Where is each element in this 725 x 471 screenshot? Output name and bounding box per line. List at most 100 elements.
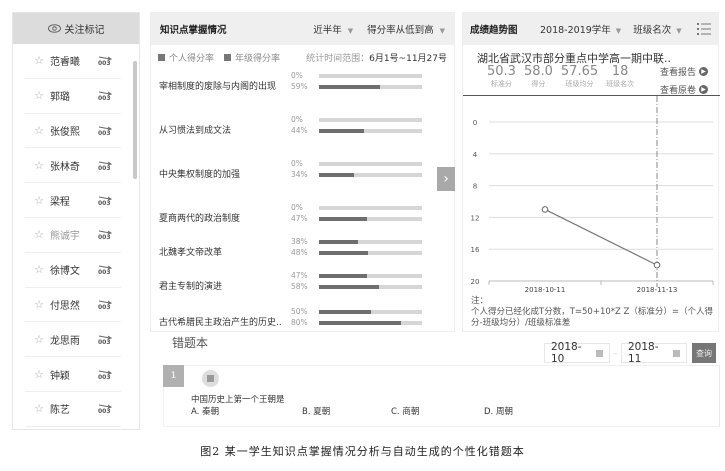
knowledge-row[interactable]: 从习惯法到成文法 0% 44% [159, 115, 439, 145]
rank-trend-icon[interactable]: 003 [98, 161, 112, 170]
student-item[interactable]: ☆ 张林奇 003 [25, 148, 121, 184]
knowledge-label: 古代希腊民主政治产生的历史.. [159, 318, 282, 328]
knowledge-row[interactable]: 宰相制度的废除与内阁的出现 0% 59% [159, 71, 439, 101]
rank-trend-icon[interactable]: 003 [98, 230, 112, 239]
date-separator: – [613, 349, 618, 359]
option-b: B. 夏朝 [302, 407, 331, 417]
knowledge-label: 君主专制的演进 [159, 282, 223, 292]
svg-text:003: 003 [98, 200, 111, 205]
year-dropdown[interactable]: 2018-2019学年 ▼ [540, 22, 621, 36]
view-report-link[interactable]: 查看报告 ▶ [660, 65, 708, 78]
student-name: 范睿曦 [49, 57, 80, 69]
range-label: 统计时间范围： [306, 54, 370, 64]
student-item[interactable]: ☆ 张俊熙 003 [25, 114, 121, 149]
list-menu-icon[interactable] [697, 23, 711, 35]
knowledge-row[interactable]: 中央集权制度的加强 0% 34% [159, 159, 439, 189]
student-item[interactable]: ☆ 龙思雨 003 [25, 322, 121, 358]
star-icon[interactable]: ☆ [34, 297, 44, 311]
star-icon[interactable]: ☆ [34, 54, 44, 68]
star-icon[interactable]: ☆ [34, 123, 44, 137]
star-icon[interactable]: ☆ [34, 228, 44, 242]
personal-rate: 47% [291, 271, 308, 280]
knowledge-label: 宰相制度的废除与内阁的出现 [159, 82, 277, 92]
student-item[interactable]: ☆ 熊诚宇 003 [25, 218, 121, 253]
y-tick-label: 16 [471, 246, 480, 254]
rank-trend-icon[interactable]: 003 [98, 56, 112, 65]
student-item[interactable]: ☆ 梁程 003 [25, 183, 121, 218]
student-item[interactable]: ☆ 钟颖 003 [25, 357, 121, 392]
rank-trend-icon[interactable]: 003 [98, 265, 112, 274]
personal-rate: 0% [291, 115, 303, 124]
knowledge-row[interactable]: 君主专制的演进 47% 58% [159, 271, 439, 301]
rank-trend-icon[interactable]: 003 [98, 370, 112, 379]
date-to-picker[interactable]: 2018-11 [621, 341, 687, 365]
sidebar-scrollbar[interactable] [133, 61, 137, 179]
stat-value: 18 [611, 64, 629, 79]
knowledge-panel-header: 知识点掌握情况 近半年 ▼ 得分率从低到高 ▼ [151, 13, 454, 45]
student-item[interactable]: ☆ 范睿曦 003 [25, 44, 121, 79]
caret-down-icon: ▼ [347, 27, 354, 35]
knowledge-panel-title: 知识点掌握情况 [160, 25, 227, 36]
y-tick-label: 12 [471, 214, 480, 222]
x-tick-label: 2018-10-11 [525, 286, 566, 294]
personal-rate: 50% [291, 307, 308, 316]
star-icon[interactable]: ☆ [34, 332, 44, 346]
grade-bar [319, 285, 422, 289]
stat-label: 班级名次 [606, 80, 635, 88]
star-icon[interactable]: ☆ [34, 367, 44, 381]
arrow-circle-icon: ▶ [699, 85, 708, 94]
svg-text:003: 003 [98, 60, 111, 65]
rank-trend-icon[interactable]: 003 [98, 196, 112, 205]
star-icon[interactable]: ☆ [34, 263, 44, 277]
stat-label: 班级均分 [565, 80, 594, 88]
caret-down-icon: ▼ [676, 27, 682, 35]
next-page-button[interactable]: › [437, 167, 455, 191]
rank-trend-icon[interactable]: 003 [98, 300, 112, 309]
data-point[interactable] [653, 261, 661, 269]
rank-trend-icon[interactable]: 003 [98, 126, 112, 135]
star-icon[interactable]: ☆ [34, 158, 44, 172]
date-from-value: 2018-10 [551, 341, 582, 365]
divider [463, 95, 720, 96]
student-name: 张林奇 [49, 161, 80, 173]
knowledge-row[interactable]: 北魏孝文帝改革 38% 48% [159, 237, 439, 267]
rank-trend-icon[interactable]: 003 [98, 335, 112, 344]
star-icon[interactable]: ☆ [34, 193, 44, 207]
star-icon[interactable]: ☆ [34, 89, 44, 103]
follow-mark-header[interactable]: 关注标记 [13, 13, 139, 44]
rank-trend-icon[interactable]: 003 [98, 404, 112, 413]
student-item[interactable]: ☆ 付思然 003 [25, 288, 121, 323]
knowledge-row[interactable]: 夏商两代的政治制度 0% 47% [159, 203, 439, 233]
student-item[interactable]: ☆ 陈艺 003 [25, 392, 121, 427]
metric-dropdown[interactable]: 班级名次 ▼ [633, 22, 681, 36]
score-trend-panel: 成绩趋势图 2018-2019学年 ▼ 班级名次 ▼ 湖北省武汉市部分重点中学高一期… [462, 12, 720, 332]
star-icon[interactable]: ☆ [34, 402, 44, 416]
question-image-icon[interactable] [202, 370, 219, 387]
stat-value: 58.0 [523, 64, 553, 79]
sort-dropdown[interactable]: 得分率从低到高 ▼ [367, 22, 445, 36]
data-point[interactable] [541, 206, 549, 213]
student-item[interactable]: ☆ 徐博文 003 [25, 253, 121, 288]
stat-item: 58.0 得分 [524, 64, 553, 89]
view-paper-link[interactable]: 查看原卷 ▶ [660, 83, 708, 96]
svg-text:003: 003 [98, 269, 111, 274]
svg-text:003: 003 [98, 339, 111, 344]
calendar-icon [673, 349, 680, 357]
rank-trend-icon[interactable]: 003 [98, 91, 112, 100]
period-dropdown[interactable]: 近半年 ▼ [313, 22, 353, 36]
date-from-picker[interactable]: 2018-10 [544, 341, 610, 365]
student-name: 张俊熙 [49, 126, 80, 138]
student-item[interactable]: ☆ 郭璐 003 [25, 79, 121, 114]
student-name: 钟颖 [49, 370, 70, 382]
grade-rate: 34% [291, 170, 308, 179]
personal-bar [319, 274, 422, 278]
svg-text:003: 003 [98, 234, 111, 239]
query-button[interactable]: 查询 [692, 343, 716, 363]
student-name: 徐博文 [49, 266, 80, 278]
knowledge-row[interactable]: 古代希腊民主政治产生的历史.. 50% 80% [159, 307, 439, 337]
knowledge-label: 夏商两代的政治制度 [159, 214, 241, 224]
legend-personal: 个人得分率 [158, 51, 214, 64]
caret-down-icon: ▼ [615, 27, 622, 35]
grade-bar [319, 321, 422, 325]
stat-label: 得分 [531, 80, 546, 88]
